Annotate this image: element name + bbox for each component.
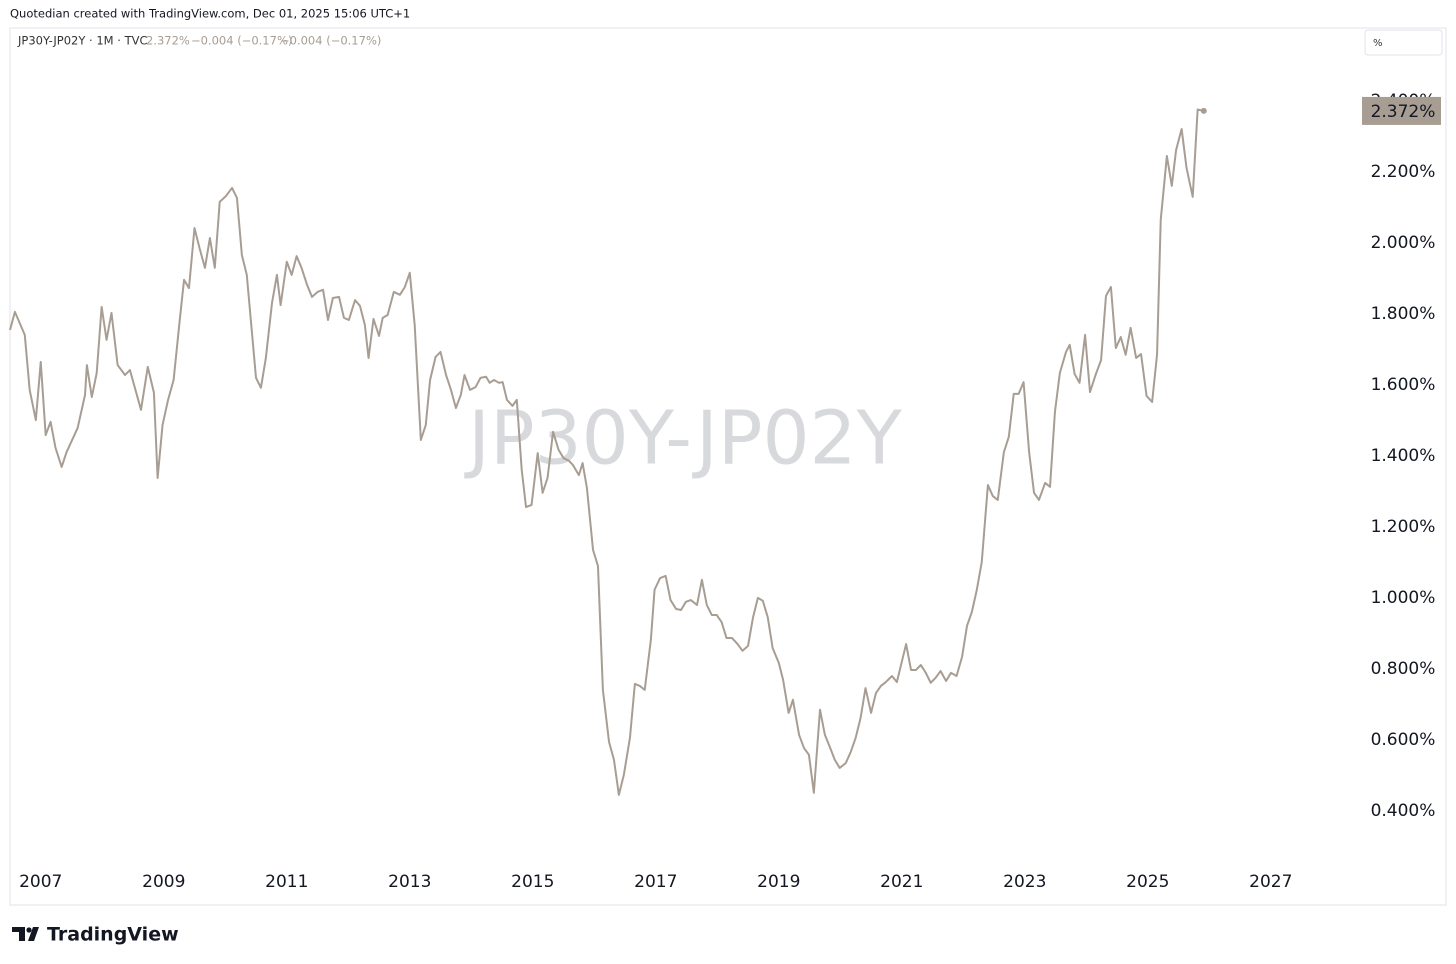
y-tick-label: 0.800% [1371,659,1436,679]
last-price-box [1362,96,1441,125]
x-tick-label: 2021 [880,872,923,892]
x-tick-label: 2009 [142,872,185,892]
footer-logo: TradingView [12,924,179,946]
last-price-label: 2.372% [1371,102,1436,122]
y-tick-label: 1.800% [1371,304,1436,324]
x-tick-label: 2017 [634,872,677,892]
y-tick-label: 2.000% [1371,233,1436,253]
y-tick-label: 1.600% [1371,375,1436,395]
unit-box[interactable] [1364,29,1443,56]
logo-dot [26,927,32,933]
x-tick-label: 2025 [1126,872,1169,892]
x-tick-label: 2013 [388,872,431,892]
legend-value: −0.004 (−0.17%) [191,34,292,48]
y-tick-label: 1.200% [1371,517,1436,537]
series-line [9,108,1205,796]
unit-label: % [1373,38,1383,49]
x-tick-label: 2011 [265,872,308,892]
y-tick-label: 0.400% [1371,801,1436,821]
x-tick-label: 2015 [511,872,554,892]
x-tick-label: 2027 [1249,872,1292,892]
footer-brand: TradingView [47,924,179,946]
y-tick-label: 0.600% [1371,730,1436,750]
symbol-label: JP30Y-JP02Y · 1M · TVC [17,34,148,48]
legend-value: 2.372% [146,34,190,48]
plot: 2007 2009 2011 2013 2015 2017 2019 2021 2023 2025… [9,91,1441,892]
y-tick-label: 2.200% [1371,162,1436,182]
x-tick-label: 2007 [19,872,62,892]
x-tick-label: 2019 [757,872,800,892]
y-tick-label: 1.000% [1371,588,1436,608]
logo-icon [12,927,39,941]
last-point [1200,107,1207,114]
y-tick-label: 1.400% [1371,446,1436,466]
watermark: JP30Y-JP02Y [464,396,902,482]
chart-frame [9,27,1447,906]
x-tick-label: 2023 [1003,872,1046,892]
header-text: Quotedian created with TradingView.com, … [10,7,410,21]
legend-value: −0.004 (−0.17%) [280,34,381,48]
